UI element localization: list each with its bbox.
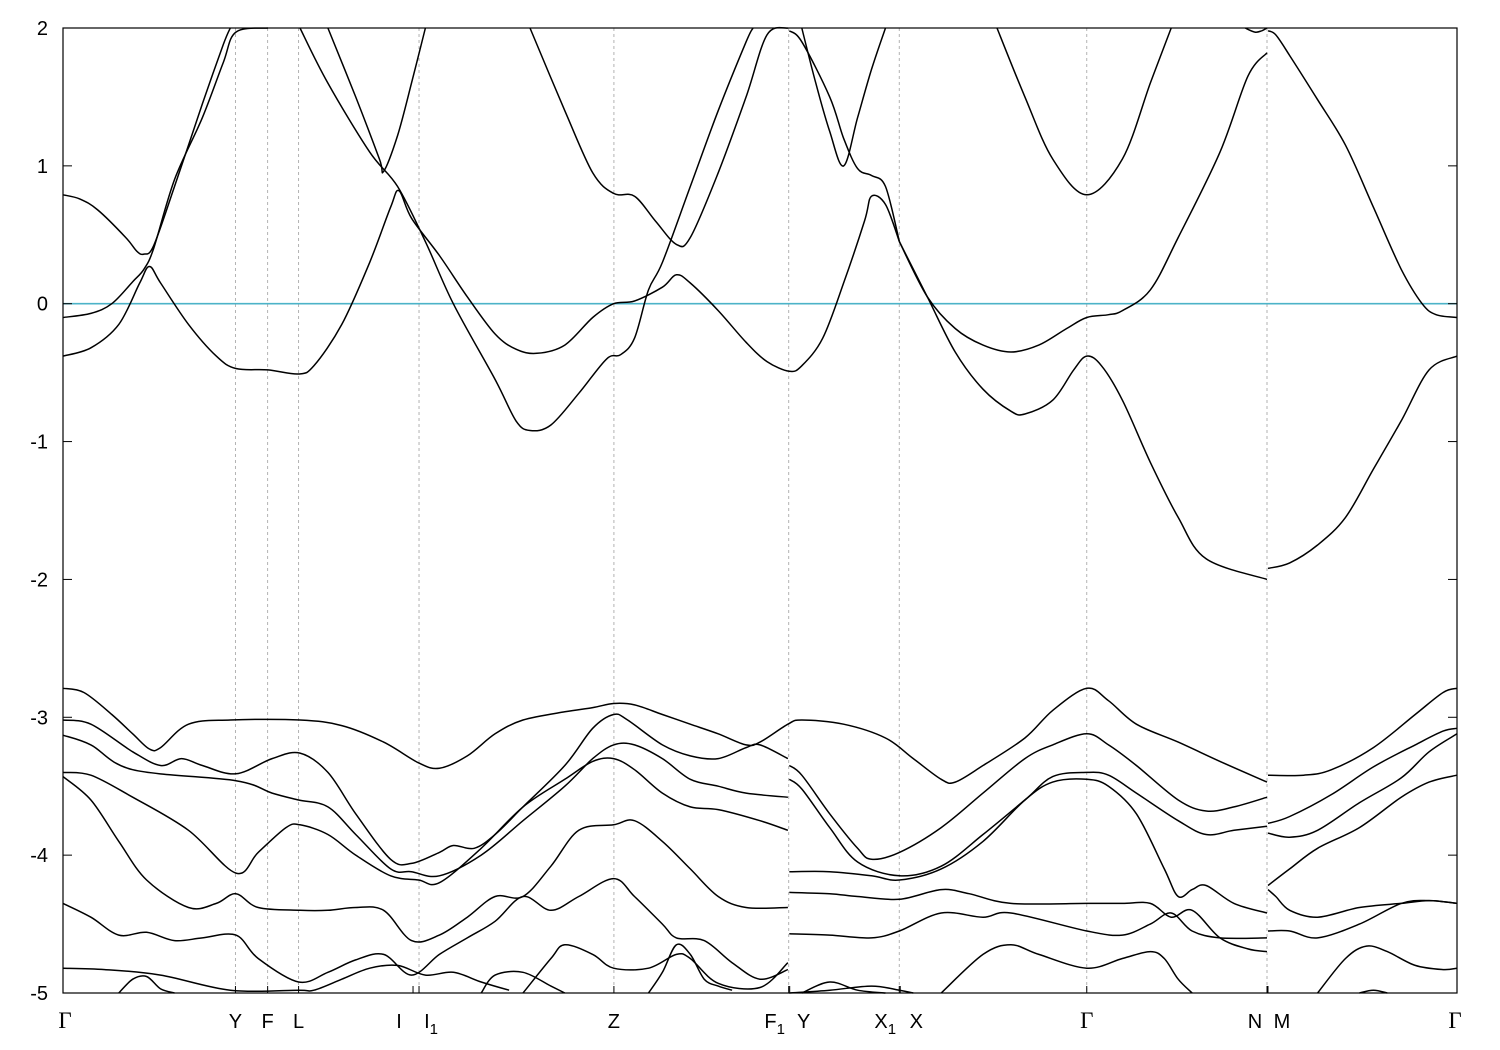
- band-line-32: [522, 944, 789, 994]
- y-tick-label: -2: [30, 569, 48, 591]
- x-tick-label-0: Γ: [58, 1008, 71, 1033]
- band-line-14: [62, 687, 1268, 785]
- band-line-29: [789, 911, 1268, 940]
- band-line-4: [898, 241, 1268, 581]
- band-line-15: [1267, 687, 1458, 777]
- band-line-19: [62, 734, 788, 878]
- band-line-30: [1267, 899, 1458, 939]
- band-line-0: [62, 27, 231, 256]
- band-line-6: [1267, 30, 1458, 319]
- band-line-10: [788, 30, 901, 242]
- y-tick-label: 0: [37, 294, 48, 316]
- band-line-3: [898, 52, 1268, 353]
- band-line-38: [647, 943, 733, 994]
- x-tick-label-13: M: [1274, 1011, 1291, 1033]
- band-line-36: [118, 975, 175, 994]
- x-tick-label-12: N: [1248, 1011, 1262, 1033]
- x-tick-label-10: X: [910, 1011, 923, 1033]
- band-line-9: [529, 26, 789, 248]
- band-line-11: [801, 27, 887, 167]
- y-tick-label: -3: [30, 707, 48, 729]
- band-line-8: [327, 27, 427, 174]
- x-tick-label-9: X1: [874, 1011, 896, 1038]
- band-line-39: [801, 981, 886, 994]
- band-line-17: [788, 733, 1268, 861]
- x-tick-label-4: I: [396, 1011, 402, 1033]
- y-axis: 2 1 0 -1 -2 -3 -4 -5: [30, 18, 1457, 1005]
- band-line-7: [299, 27, 754, 432]
- x-tick-label-1: Y: [229, 1011, 242, 1033]
- band-line-26: [789, 888, 1268, 953]
- band-line-23: [789, 778, 1268, 914]
- x-axis: Γ Y F L I I1 Z F1 Y X1 X Γ N M Γ: [58, 986, 1462, 1038]
- band-line-24: [1267, 774, 1458, 887]
- band-line-13: [1244, 27, 1268, 33]
- x-tick-label-6: Z: [608, 1011, 620, 1033]
- band-line-12: [996, 27, 1172, 196]
- y-tick-label: 2: [37, 18, 48, 40]
- vertical-grid-lines: [234, 28, 1268, 993]
- band-line-5: [1267, 355, 1458, 570]
- band-line-37: [480, 970, 566, 994]
- x-tick-label-11: Γ: [1080, 1008, 1093, 1033]
- x-tick-label-7: F1: [764, 1011, 785, 1038]
- band-line-2: [62, 189, 901, 375]
- band-line-16: [62, 713, 789, 866]
- y-tick-label: -1: [30, 432, 48, 454]
- x-tick-label-14: Γ: [1448, 1008, 1461, 1033]
- band-line-21: [1267, 733, 1458, 838]
- band-line-18: [1267, 727, 1458, 825]
- x-tick-label-3: L: [293, 1011, 304, 1033]
- band-line-1: [62, 27, 268, 319]
- y-tick-label: 1: [37, 156, 48, 178]
- x-tick-label-5: I1: [424, 1011, 438, 1038]
- band-line-40: [1359, 989, 1388, 994]
- band-line-25: [62, 776, 788, 943]
- band-line-34: [940, 944, 1193, 994]
- y-tick-label: -4: [30, 845, 48, 867]
- band-lines: [62, 26, 1458, 994]
- band-line-31: [62, 964, 510, 993]
- band-line-28: [62, 877, 789, 984]
- x-tick-label-8: Y: [797, 1011, 810, 1033]
- y-tick-label: -5: [30, 983, 48, 1005]
- band-line-22: [62, 757, 789, 886]
- band-line-20: [788, 771, 1268, 877]
- plot-frame: [62, 27, 1458, 994]
- band-line-35: [1317, 945, 1458, 994]
- band-line-27: [1267, 889, 1458, 918]
- band-line-33: [789, 985, 914, 994]
- x-tick-label-2: F: [262, 1011, 274, 1033]
